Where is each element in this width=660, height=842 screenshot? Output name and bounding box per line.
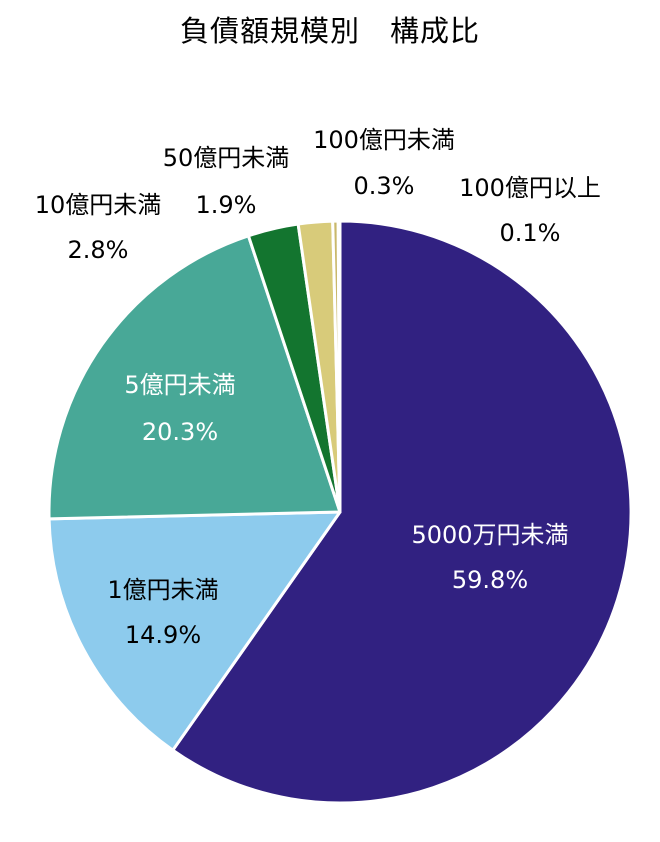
pie-slice bbox=[47, 510, 342, 752]
slice-category-label: 10億円未満 bbox=[35, 191, 162, 219]
slice-category-label: 50億円未満 bbox=[163, 144, 290, 172]
slice-category-label: 5000万円未満 bbox=[411, 521, 568, 549]
pie-slice bbox=[336, 219, 342, 514]
chart-title: 負債額規模別 構成比 bbox=[179, 14, 480, 48]
slice-category-label: 100億円未満 bbox=[313, 126, 455, 154]
slice-value-label: 0.3% bbox=[354, 172, 415, 200]
slice-value-label: 20.3% bbox=[142, 418, 218, 446]
pie-slice bbox=[47, 234, 342, 521]
pie-slice bbox=[171, 219, 633, 805]
pie-labels: 5000万円未満 59.8% 1億円未満 14.9% 5億円未満 20.3% 10億円未満 2… bbox=[35, 126, 601, 649]
slice-value-label: 14.9% bbox=[125, 621, 201, 649]
slice-category-label: 100億円以上 bbox=[459, 174, 601, 202]
slice-value-label: 59.8% bbox=[452, 566, 528, 594]
slice-value-label: 1.9% bbox=[196, 191, 257, 219]
slice-category-label: 5億円未満 bbox=[124, 371, 235, 399]
slice-value-label: 2.8% bbox=[68, 236, 129, 264]
slice-category-label: 1億円未満 bbox=[107, 576, 218, 604]
pie-slices bbox=[47, 219, 633, 805]
slice-value-label: 0.1% bbox=[500, 219, 561, 247]
